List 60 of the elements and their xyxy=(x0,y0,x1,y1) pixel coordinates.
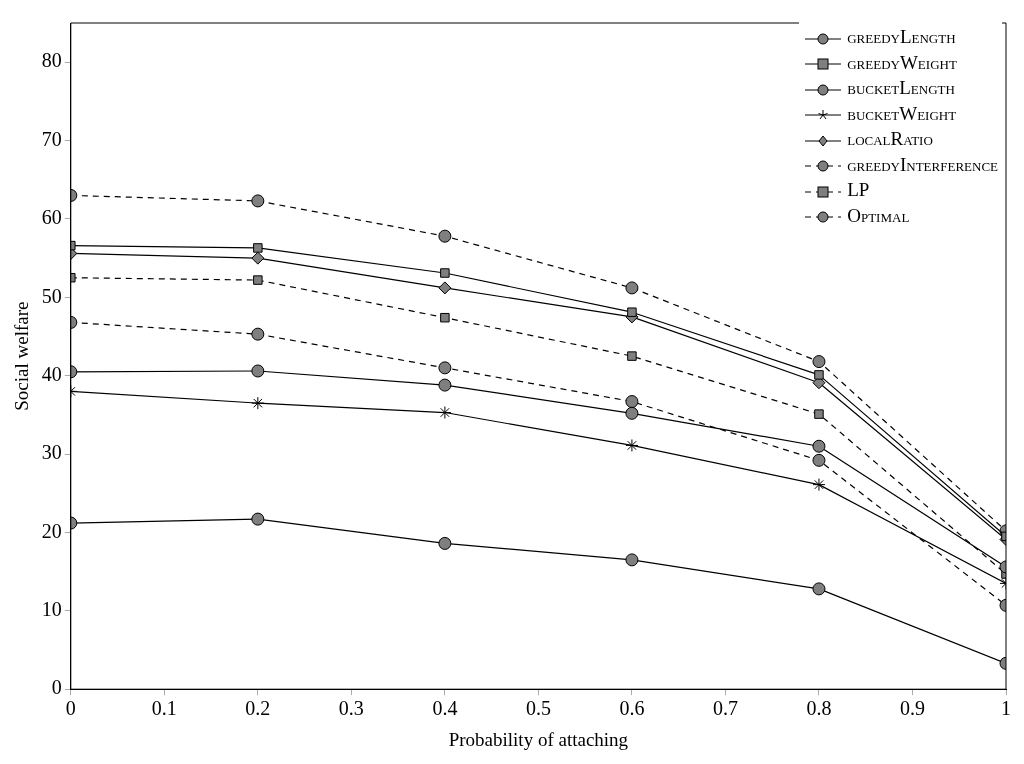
x-tick-label: 1 xyxy=(1001,697,1011,720)
y-tick-label: 30 xyxy=(41,441,62,464)
point xyxy=(625,553,639,567)
x-axis-title: Probability of attaching xyxy=(448,728,629,750)
legend-label: Optimal xyxy=(847,204,910,226)
point xyxy=(814,409,824,419)
x-tick-label: 0.3 xyxy=(338,697,364,720)
y-tick-label: 50 xyxy=(41,284,62,307)
y-tick-label: 10 xyxy=(41,598,62,621)
point xyxy=(440,312,450,323)
x-tick-label: 0.8 xyxy=(806,697,832,720)
legend-label: greedyInterference xyxy=(847,153,998,175)
point xyxy=(251,327,265,341)
point xyxy=(251,512,265,526)
x-tick-label: 0.5 xyxy=(525,697,551,720)
point xyxy=(438,361,452,375)
point xyxy=(625,438,639,452)
point xyxy=(627,307,637,317)
y-tick-label: 20 xyxy=(41,519,62,542)
x-tick-label: 0.1 xyxy=(151,697,177,720)
point xyxy=(251,251,265,265)
point xyxy=(812,439,826,453)
x-tick-label: 0.6 xyxy=(619,697,645,720)
x-tick-label: 0.7 xyxy=(712,697,738,720)
point xyxy=(625,406,639,420)
point xyxy=(438,281,452,295)
legend-label: greedyLength xyxy=(847,26,956,47)
point xyxy=(438,229,452,243)
point xyxy=(251,364,265,378)
y-tick-label: 0 xyxy=(51,676,62,699)
point xyxy=(253,243,263,253)
point xyxy=(438,378,452,392)
x-tick-label: 0 xyxy=(65,697,76,720)
point xyxy=(251,396,265,410)
point xyxy=(627,351,637,361)
point xyxy=(438,536,452,550)
point xyxy=(812,453,826,467)
y-tick-label: 40 xyxy=(41,362,62,385)
legend-label: bucketWeight xyxy=(847,102,957,124)
legend-label: LP xyxy=(847,179,870,200)
y-tick-label: 70 xyxy=(41,127,62,150)
point xyxy=(438,406,452,420)
point xyxy=(625,395,639,409)
point xyxy=(253,275,263,285)
point xyxy=(814,370,824,380)
x-tick-label: 0.4 xyxy=(432,697,458,720)
y-tick-label: 60 xyxy=(41,206,62,229)
point xyxy=(812,478,826,492)
point xyxy=(812,582,826,596)
point xyxy=(440,268,450,278)
y-axis-title: Social welfare xyxy=(11,301,33,411)
point xyxy=(812,355,826,369)
x-tick-label: 0.9 xyxy=(899,697,925,720)
point xyxy=(625,281,639,295)
legend-label: localRatio xyxy=(847,128,933,149)
x-tick-label: 0.2 xyxy=(245,697,271,720)
legend-label: greedyWeight xyxy=(847,51,957,73)
point xyxy=(251,194,265,208)
y-tick-label: 80 xyxy=(41,49,62,72)
legend-label: bucketLength xyxy=(847,77,955,98)
